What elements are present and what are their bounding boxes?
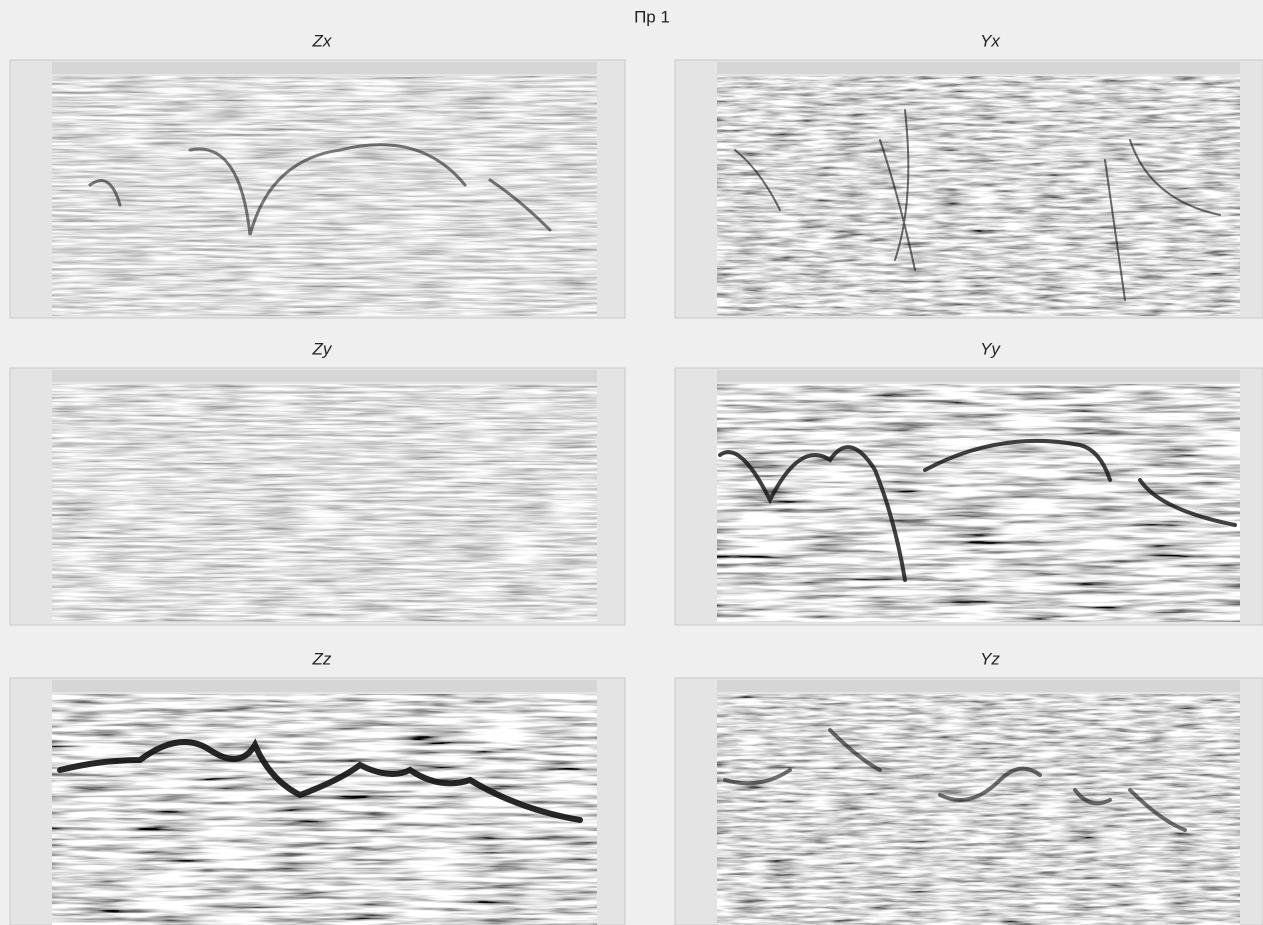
panel-label: Zy bbox=[312, 339, 333, 358]
reflection bbox=[57, 738, 583, 823]
radargram bbox=[52, 76, 597, 316]
ruler bbox=[717, 370, 1240, 382]
radargram bbox=[717, 384, 1240, 622]
reflection bbox=[723, 728, 1187, 832]
panel-label: Zx bbox=[312, 31, 332, 50]
radargram bbox=[717, 76, 1240, 316]
panel-label: Yy bbox=[980, 339, 1001, 358]
panel-label: Yz bbox=[980, 649, 1000, 668]
reflection bbox=[88, 143, 552, 236]
reflection bbox=[718, 438, 1237, 582]
ruler bbox=[717, 680, 1240, 692]
ruler bbox=[52, 62, 597, 74]
radargram bbox=[52, 384, 597, 622]
ruler bbox=[717, 62, 1240, 74]
panel-label: Zz bbox=[312, 649, 332, 668]
reflection bbox=[734, 109, 1221, 301]
radargram bbox=[52, 694, 597, 925]
ruler bbox=[52, 370, 597, 382]
figure-title: Пр 1 bbox=[634, 7, 670, 26]
ruler bbox=[52, 680, 597, 692]
radargram bbox=[717, 694, 1240, 925]
panel-label: Yx bbox=[980, 31, 1000, 50]
